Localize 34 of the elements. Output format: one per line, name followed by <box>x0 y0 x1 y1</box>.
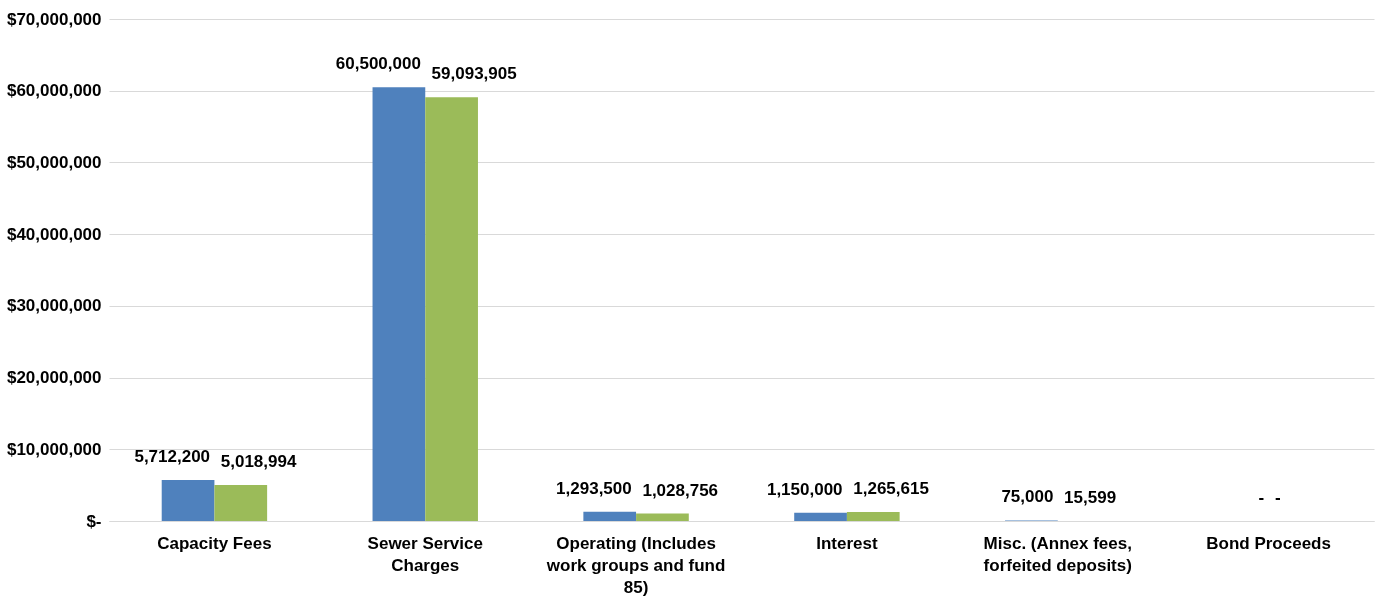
y-tick-label: $10,000,000 <box>6 439 102 459</box>
x-tick-label: Misc. (Annex fees, forfeited deposits) <box>983 533 1132 575</box>
bar <box>425 97 478 521</box>
bar <box>636 513 689 521</box>
data-label: 59,093,905 <box>431 64 517 84</box>
bar <box>794 512 847 521</box>
data-label: 5,712,200 <box>134 447 211 467</box>
y-tick-label: $- <box>86 511 102 531</box>
data-label: - <box>1274 488 1281 507</box>
y-tick-label: $20,000,000 <box>6 368 102 388</box>
data-label: 1,150,000 <box>766 479 843 499</box>
data-label: 1,265,615 <box>853 478 929 498</box>
bar <box>214 485 268 521</box>
x-tick-label: Sewer Service Charges <box>367 533 483 575</box>
data-label: 15,599 <box>1064 487 1117 507</box>
data-label: 5,018,994 <box>220 452 297 472</box>
bar <box>372 87 426 521</box>
data-label: 75,000 <box>1001 487 1054 507</box>
y-tick-label: $40,000,000 <box>6 224 102 244</box>
data-label: - <box>1258 488 1265 507</box>
y-tick-label: $60,000,000 <box>6 81 102 101</box>
x-tick-label: Capacity Fees <box>157 533 272 553</box>
x-tick-label: Operating (Includes work groups and fund 85) <box>545 533 726 597</box>
y-tick-label: $50,000,000 <box>6 152 102 172</box>
data-label: 60,500,000 <box>335 54 421 74</box>
x-tick-label: Bond Proceeds <box>1206 533 1331 553</box>
y-tick-label: $70,000,000 <box>6 9 102 29</box>
data-label: 1,293,500 <box>556 478 632 498</box>
x-tick-label: Interest <box>816 533 878 553</box>
bar <box>583 511 637 521</box>
data-label: 1,028,756 <box>642 480 719 500</box>
y-tick-label: $30,000,000 <box>6 296 102 316</box>
bar <box>161 480 215 521</box>
bar <box>846 511 900 521</box>
